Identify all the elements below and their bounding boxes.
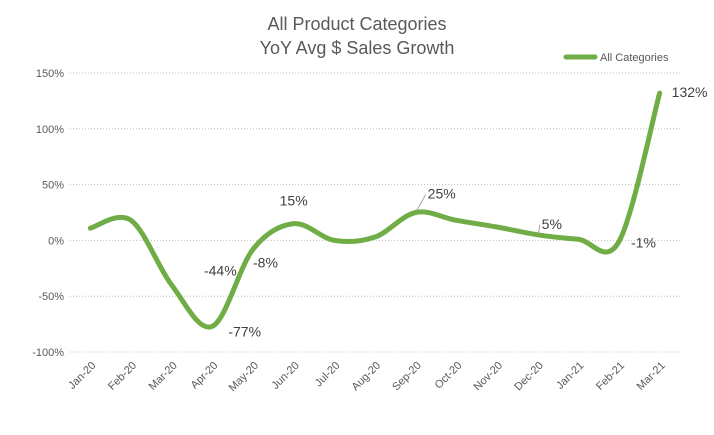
legend: All Categories [563, 52, 669, 64]
x-tick-label: Feb-21 [594, 360, 627, 393]
x-tick-label: Mar-21 [635, 360, 668, 393]
series-line [87, 90, 663, 330]
chart-title: All Product Categories YoY Avg $ Sales G… [260, 14, 455, 58]
data-label: 25% [428, 186, 456, 202]
data-label: 15% [280, 193, 308, 209]
x-tick-label: Jan-21 [554, 360, 586, 392]
leader-line [416, 194, 427, 211]
legend-label: All Categories [600, 52, 669, 64]
chart-title-line-1: All Product Categories [267, 14, 446, 34]
chart-title-line-2: YoY Avg $ Sales Growth [260, 38, 455, 58]
x-tick-label: Dec-20 [512, 360, 546, 394]
x-tick-label: Jan-20 [66, 360, 98, 392]
y-tick-label: 50% [42, 180, 64, 192]
y-tick-label: 0% [48, 235, 64, 247]
data-label: 5% [542, 216, 562, 232]
x-tick-label: Aug-20 [350, 360, 384, 394]
y-tick-label: 100% [36, 124, 64, 136]
y-axis: -100% -50% 0% 50% 100% 150% [32, 68, 64, 359]
data-label: 132% [672, 84, 708, 100]
y-tick-label: -100% [32, 347, 64, 359]
x-tick-label: Jul-20 [313, 360, 343, 390]
data-label: -1% [631, 235, 656, 251]
gridlines [70, 72, 680, 353]
x-tick-label: May-20 [227, 360, 261, 394]
data-label: -8% [253, 254, 278, 270]
x-axis: Jan-20 Feb-20 Mar-20 Apr-20 May-20 Jun-20 Jul-… [66, 360, 668, 394]
x-tick-label: Jun-20 [270, 360, 302, 392]
data-label: -77% [228, 323, 261, 339]
leader-line [538, 224, 541, 233]
data-labels: -44% -77% -8% 15% 25% 5% -1% 132% [204, 84, 707, 339]
data-label: -44% [204, 263, 237, 279]
y-tick-label: -50% [38, 291, 64, 303]
x-tick-label: Sep-20 [390, 360, 424, 394]
x-tick-label: Nov-20 [472, 360, 506, 394]
x-tick-label: Oct-20 [433, 360, 465, 392]
x-tick-label: Apr-20 [189, 360, 221, 392]
y-tick-label: 150% [36, 68, 64, 80]
x-tick-label: Mar-20 [147, 360, 180, 393]
x-tick-label: Feb-20 [106, 360, 139, 393]
series-all-categories [87, 90, 663, 330]
